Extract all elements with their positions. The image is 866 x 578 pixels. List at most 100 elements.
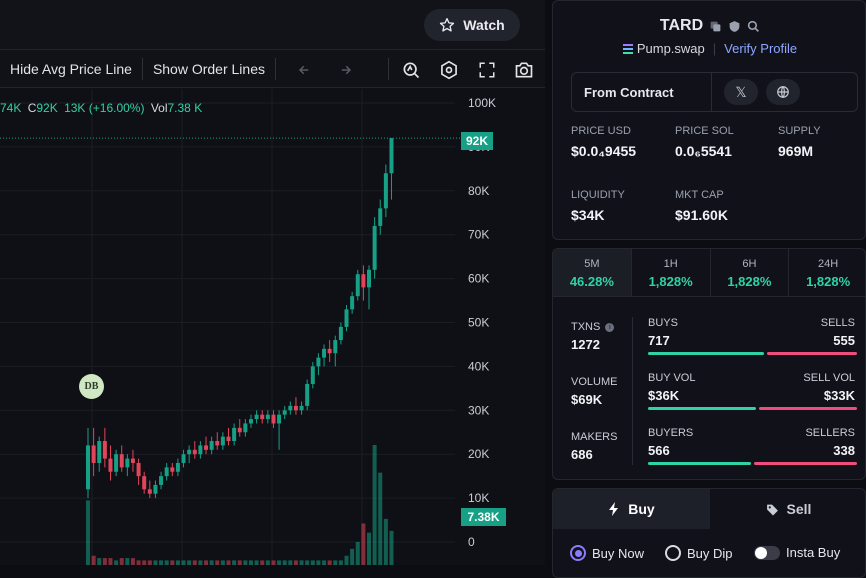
fullscreen-icon[interactable] xyxy=(476,59,498,81)
volume-bar xyxy=(86,500,90,565)
redo-icon[interactable] xyxy=(333,59,355,81)
volume-bar xyxy=(170,560,175,565)
legend-close-label: C xyxy=(27,101,37,115)
y-tick-label: 60K xyxy=(468,272,489,286)
buy-dip-option[interactable]: Buy Dip xyxy=(665,545,733,561)
stat-label: LIQUIDITY xyxy=(571,189,625,201)
sellers-value: 338 xyxy=(833,443,855,458)
candle-body xyxy=(181,454,186,463)
toolbar-divider xyxy=(141,57,143,80)
makers-value: 686 xyxy=(571,447,593,462)
candle-body xyxy=(198,445,203,455)
volume-bar xyxy=(97,558,102,565)
candle-body xyxy=(108,458,113,472)
sells-value: 555 xyxy=(833,333,855,348)
sellers-label: SELLERS xyxy=(805,427,855,439)
legend-close-value: 92K xyxy=(36,101,58,115)
candle-body xyxy=(350,296,355,310)
candle-body xyxy=(86,445,90,490)
volume-value: $69K xyxy=(571,392,603,407)
platform-link[interactable]: Pump.swap xyxy=(622,41,705,56)
y-tick-label: 70K xyxy=(468,228,489,242)
timeframe-label: 1H xyxy=(663,258,678,270)
volume-bar xyxy=(305,560,310,565)
verify-profile-link[interactable]: Verify Profile xyxy=(724,41,798,56)
volume-label: VOLUME xyxy=(571,376,618,388)
platform-name: Pump.swap xyxy=(636,41,705,56)
stat-price-sol: PRICE SOL 0.0₆5541 xyxy=(675,125,734,159)
chart-marker-badge[interactable]: DB xyxy=(79,374,104,399)
candle-body xyxy=(142,476,147,490)
show-order-lines-button[interactable]: Show Order Lines xyxy=(152,60,265,77)
y-tick-label: 10K xyxy=(468,491,489,505)
volume-bar xyxy=(237,560,242,565)
candle-body xyxy=(378,208,383,226)
volume-bar xyxy=(159,560,164,565)
shield-icon[interactable] xyxy=(728,20,741,33)
tab-24h[interactable]: 24H 1,828% xyxy=(789,249,866,296)
volume-bar xyxy=(333,560,338,565)
candle-body xyxy=(102,441,107,459)
volume-bar xyxy=(288,560,293,565)
search-icon[interactable] xyxy=(747,20,760,33)
x-twitter-icon[interactable]: 𝕏 xyxy=(724,79,758,105)
volume-bar xyxy=(265,560,270,565)
sell-tab[interactable]: Sell xyxy=(710,489,866,529)
candle-body xyxy=(355,274,360,297)
hide-avg-price-line-button[interactable]: Hide Avg Price Line xyxy=(10,60,132,77)
camera-icon[interactable] xyxy=(513,59,535,81)
tab-6h[interactable]: 6H 1,828% xyxy=(711,249,790,296)
token-sidebar: TARD Pump.swap | Verify Profile From Con… xyxy=(552,0,866,578)
volume-bar xyxy=(130,558,135,565)
candle-body xyxy=(322,348,327,358)
lightning-icon xyxy=(609,502,619,516)
price-chart[interactable]: 100K90K80K70K60K50K40K30K20K10K0 74K C92… xyxy=(0,89,545,565)
watch-button[interactable]: Watch xyxy=(424,9,520,41)
trade-tabs: Buy Sell xyxy=(553,489,866,529)
candle-body xyxy=(187,449,192,455)
timeframe-change: 1,828% xyxy=(806,274,851,289)
settings-icon[interactable] xyxy=(438,59,460,81)
last-volume-label: 7.38K xyxy=(461,508,506,526)
volume-bar xyxy=(243,560,248,565)
candle-body xyxy=(327,348,332,354)
candle-body xyxy=(209,441,214,450)
tab-5m[interactable]: 5M 46.28% xyxy=(553,249,632,296)
sells-bar xyxy=(767,352,857,355)
txns-value: 1272 xyxy=(571,337,600,352)
volume-bar xyxy=(114,560,119,565)
candle-body xyxy=(299,405,304,411)
radio-selected-icon xyxy=(570,545,586,561)
candle-body xyxy=(282,410,287,415)
stat-market-cap: MKT CAP $91.60K xyxy=(675,189,728,223)
candle-body xyxy=(119,454,124,468)
buy-tab[interactable]: Buy xyxy=(553,489,710,529)
candle-body xyxy=(159,476,164,485)
candle-body xyxy=(114,454,119,472)
volume-bar xyxy=(248,560,253,565)
volume-bar xyxy=(175,560,180,565)
contract-box: From Contract 𝕏 xyxy=(571,72,858,112)
buy-vol-bar xyxy=(648,407,756,410)
globe-icon[interactable] xyxy=(766,79,800,105)
from-contract-label: From Contract xyxy=(572,73,712,111)
tab-1h[interactable]: 1H 1,828% xyxy=(632,249,711,296)
volume-bar xyxy=(327,560,332,565)
indicators-icon[interactable] xyxy=(400,59,422,81)
undo-icon[interactable] xyxy=(295,59,317,81)
candlestick-chart[interactable]: 100K90K80K70K60K50K40K30K20K10K0 xyxy=(0,89,545,565)
volume-bar xyxy=(293,560,298,565)
volume-bar xyxy=(187,560,192,565)
volume-bar xyxy=(142,560,147,565)
buy-now-option[interactable]: Buy Now xyxy=(570,545,644,561)
buyers-label: BUYERS xyxy=(648,427,694,439)
copy-icon[interactable] xyxy=(709,20,722,33)
volume-bar xyxy=(372,445,377,565)
candle-body xyxy=(372,225,377,270)
volume-bar xyxy=(378,472,383,565)
stat-value: $0.0₄9455 xyxy=(571,143,637,159)
sell-vol-bar xyxy=(759,407,857,410)
volume-bar xyxy=(322,560,327,565)
info-icon[interactable]: i xyxy=(605,322,615,332)
insta-buy-toggle[interactable]: Insta Buy xyxy=(754,545,840,560)
